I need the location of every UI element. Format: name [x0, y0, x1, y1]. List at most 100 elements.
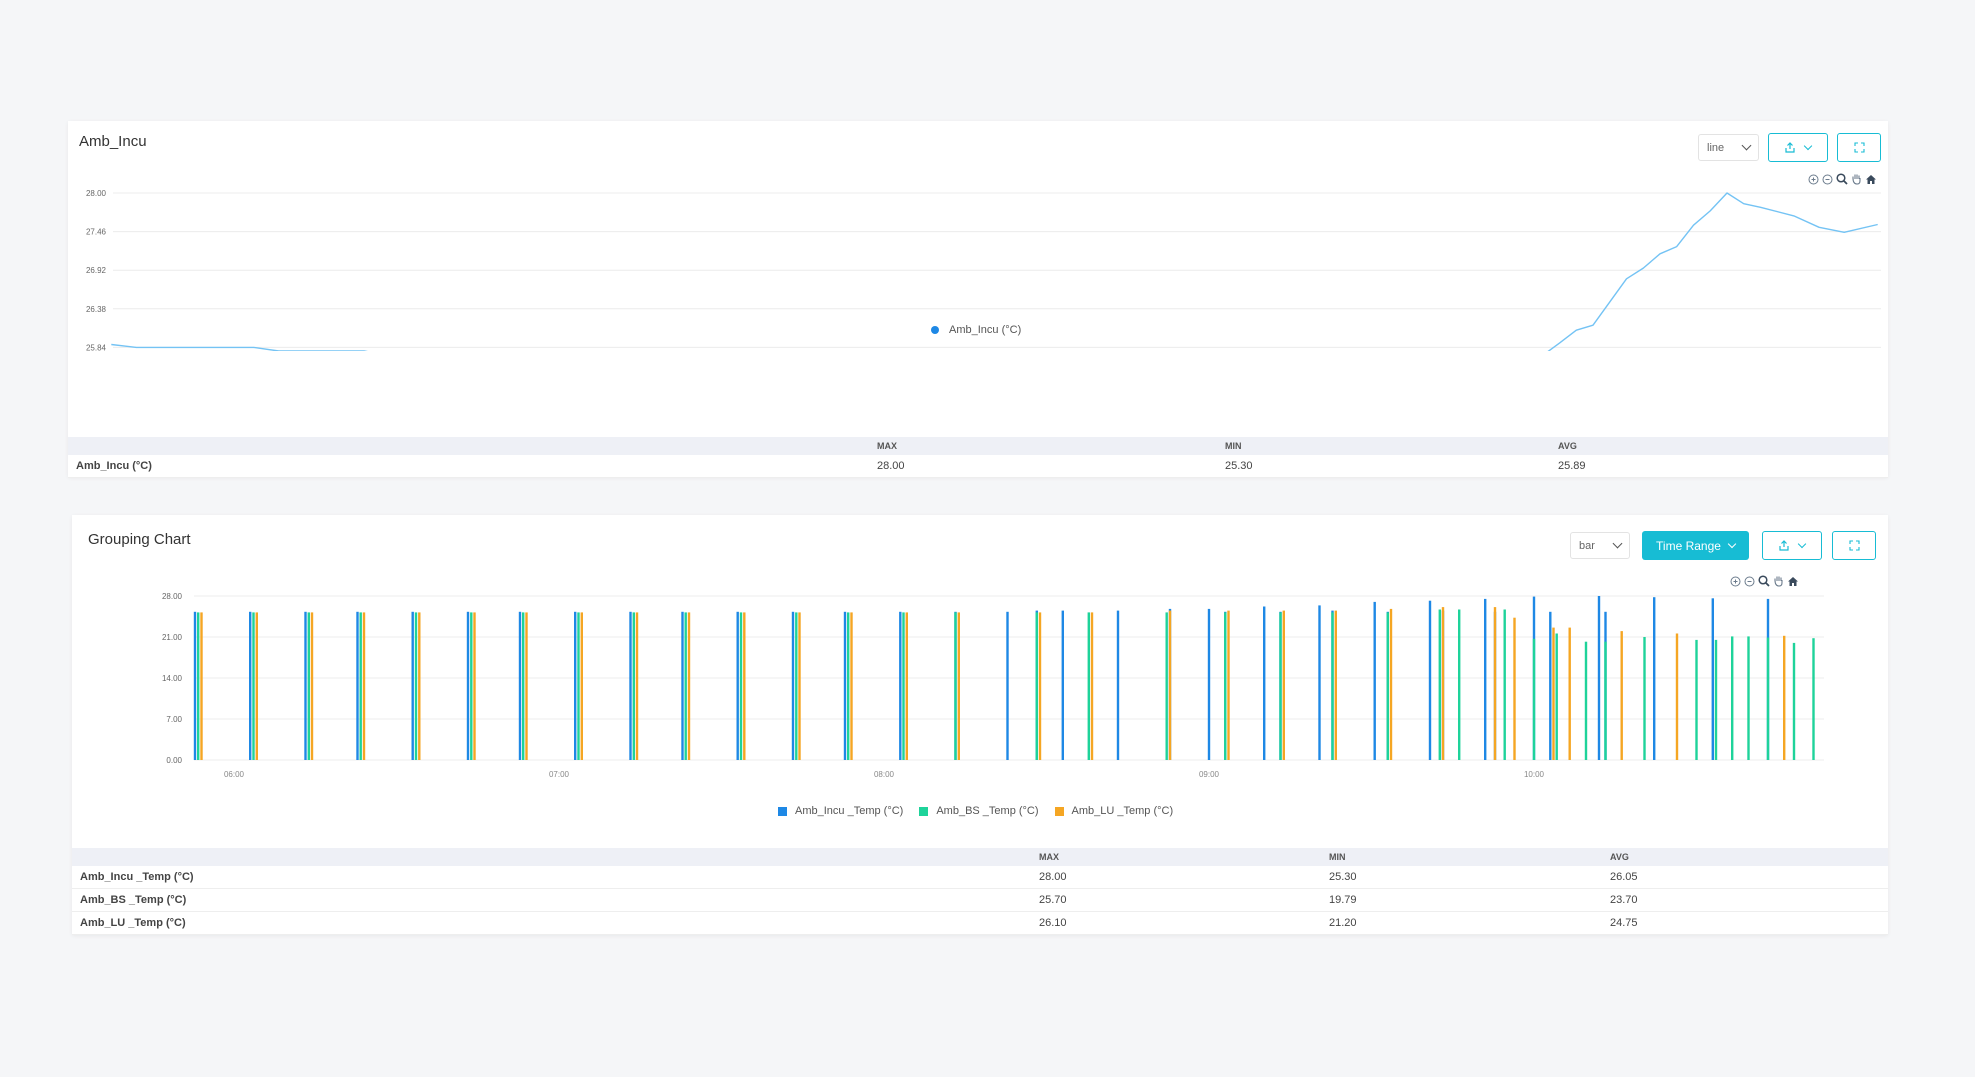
- time-range-button[interactable]: Time Range: [1642, 531, 1749, 560]
- chart-legend: Amb_Incu _Temp (°C) Amb_BS _Temp (°C) Am…: [778, 805, 1173, 817]
- min-value: 25.30: [1225, 460, 1253, 472]
- pan-hand-icon[interactable]: [1773, 575, 1784, 587]
- bar-bs: [902, 612, 905, 760]
- bar-bs: [632, 612, 635, 760]
- col-avg: AVG: [1558, 441, 1577, 451]
- legend-swatch-lu: [1054, 806, 1064, 816]
- zoom-out-icon[interactable]: [1822, 174, 1833, 185]
- export-button[interactable]: [1762, 531, 1822, 560]
- series-line: [111, 192, 1878, 351]
- stats-header: MAX MIN AVG: [68, 437, 1888, 455]
- bar-bs: [795, 612, 798, 760]
- bar-lu: [473, 612, 476, 760]
- fullscreen-button[interactable]: [1837, 133, 1881, 162]
- max-value: 26.10: [1039, 917, 1067, 929]
- bar-incu: [791, 611, 795, 760]
- magnify-icon[interactable]: [1758, 575, 1770, 587]
- bar-bs: [1747, 636, 1750, 760]
- max-value: 28.00: [1039, 871, 1067, 883]
- export-button[interactable]: [1768, 133, 1828, 162]
- bar-incu: [249, 611, 252, 760]
- bar-incu: [629, 611, 632, 760]
- bar-incu: [1428, 600, 1432, 760]
- bar-lu: [850, 612, 853, 760]
- fullscreen-button[interactable]: [1832, 531, 1876, 560]
- avg-value: 26.05: [1610, 871, 1638, 883]
- legend-label: Amb_Incu (°C): [949, 324, 1022, 336]
- zoom-out-icon[interactable]: [1744, 576, 1755, 587]
- bar-incu: [899, 611, 902, 760]
- legend-label: Amb_Incu _Temp (°C): [795, 805, 904, 817]
- bar-lu: [1038, 612, 1042, 760]
- zoom-toolbar: [1730, 575, 1799, 587]
- bar-incu: [681, 611, 684, 760]
- time-range-label: Time Range: [1656, 538, 1721, 553]
- bar-lu: [362, 612, 366, 760]
- bar-bs: [1555, 633, 1558, 760]
- bar-lu: [1568, 627, 1571, 760]
- x-tick-label: 07:00: [549, 770, 570, 779]
- bar-lu: [635, 612, 639, 760]
- bar-lu: [1513, 617, 1516, 760]
- y-tick-label: 14.00: [162, 674, 183, 683]
- bar-lu: [1675, 633, 1679, 760]
- stats-header: MAX MIN AVG: [72, 848, 1888, 866]
- zoom-in-icon[interactable]: [1808, 174, 1819, 185]
- x-tick-label: 08:00: [874, 770, 895, 779]
- bar-bs: [739, 612, 743, 760]
- reset-home-icon[interactable]: [1865, 174, 1877, 185]
- bar-lu: [798, 612, 801, 760]
- bar-bs: [1584, 641, 1588, 760]
- bar-bs: [1503, 609, 1506, 760]
- bar-bs: [1643, 637, 1646, 760]
- bar-lu: [1552, 627, 1555, 760]
- bar-lu: [743, 612, 746, 760]
- stats-row: Amb_LU _Temp (°C) 26.10 21.20 24.75: [72, 912, 1888, 935]
- bar-lu: [1389, 608, 1393, 760]
- bar-bs: [1792, 642, 1796, 760]
- bar-incu: [356, 611, 359, 760]
- series-name: Amb_Incu (°C): [76, 460, 152, 472]
- bar-incu: [574, 611, 577, 760]
- col-min: MIN: [1225, 441, 1242, 451]
- bar-lu: [1493, 607, 1497, 760]
- bar-incu: [518, 611, 522, 760]
- grouping-chart-card: Grouping Chart bar Time Range 0.00 7.00 14…: [72, 515, 1888, 935]
- y-tick-label: 0.00: [166, 756, 182, 765]
- bar-lu: [525, 612, 528, 760]
- bar-lu: [418, 612, 421, 760]
- bar-bs: [1438, 609, 1441, 760]
- pan-hand-icon[interactable]: [1851, 173, 1862, 185]
- series-name: Amb_BS _Temp (°C): [80, 894, 187, 906]
- bar-bs: [307, 612, 310, 760]
- bar-bs: [1766, 637, 1770, 760]
- bar-bs: [1731, 636, 1734, 760]
- bar-lu: [905, 612, 908, 760]
- col-min: MIN: [1329, 852, 1346, 862]
- bar-chart: 0.00 7.00 14.00 21.00 28.00 06:00 07:00 08:00 09…: [162, 592, 1824, 779]
- legend-label: Amb_BS _Temp (°C): [936, 805, 1039, 817]
- bar-lu: [1090, 612, 1094, 760]
- bar-lu: [580, 612, 583, 760]
- y-tick-label: 28.00: [162, 592, 183, 601]
- bar-bs: [1087, 612, 1090, 760]
- bar-lu: [1168, 610, 1172, 760]
- bar-incu: [1006, 611, 1009, 760]
- chart-type-select[interactable]: bar: [1570, 532, 1630, 559]
- min-value: 25.30: [1329, 871, 1357, 883]
- bar-incu: [1711, 598, 1714, 760]
- reset-home-icon[interactable]: [1787, 576, 1799, 587]
- chart-type-select[interactable]: line: [1698, 134, 1759, 161]
- zoom-in-icon[interactable]: [1730, 576, 1741, 587]
- bar-bs: [359, 612, 362, 760]
- stats-row: Amb_Incu _Temp (°C) 28.00 25.30 26.05: [72, 866, 1888, 889]
- stats-table: MAX MIN AVG Amb_Incu _Temp (°C) 28.00 25…: [72, 848, 1888, 935]
- series-name: Amb_Incu _Temp (°C): [80, 871, 194, 883]
- bar-bs: [470, 612, 473, 760]
- bar-incu: [304, 611, 307, 760]
- bar-incu: [411, 611, 414, 760]
- bar-bs: [684, 612, 687, 760]
- legend-label: Amb_LU _Temp (°C): [1071, 805, 1174, 817]
- series-name: Amb_LU _Temp (°C): [80, 917, 186, 929]
- magnify-icon[interactable]: [1836, 173, 1848, 185]
